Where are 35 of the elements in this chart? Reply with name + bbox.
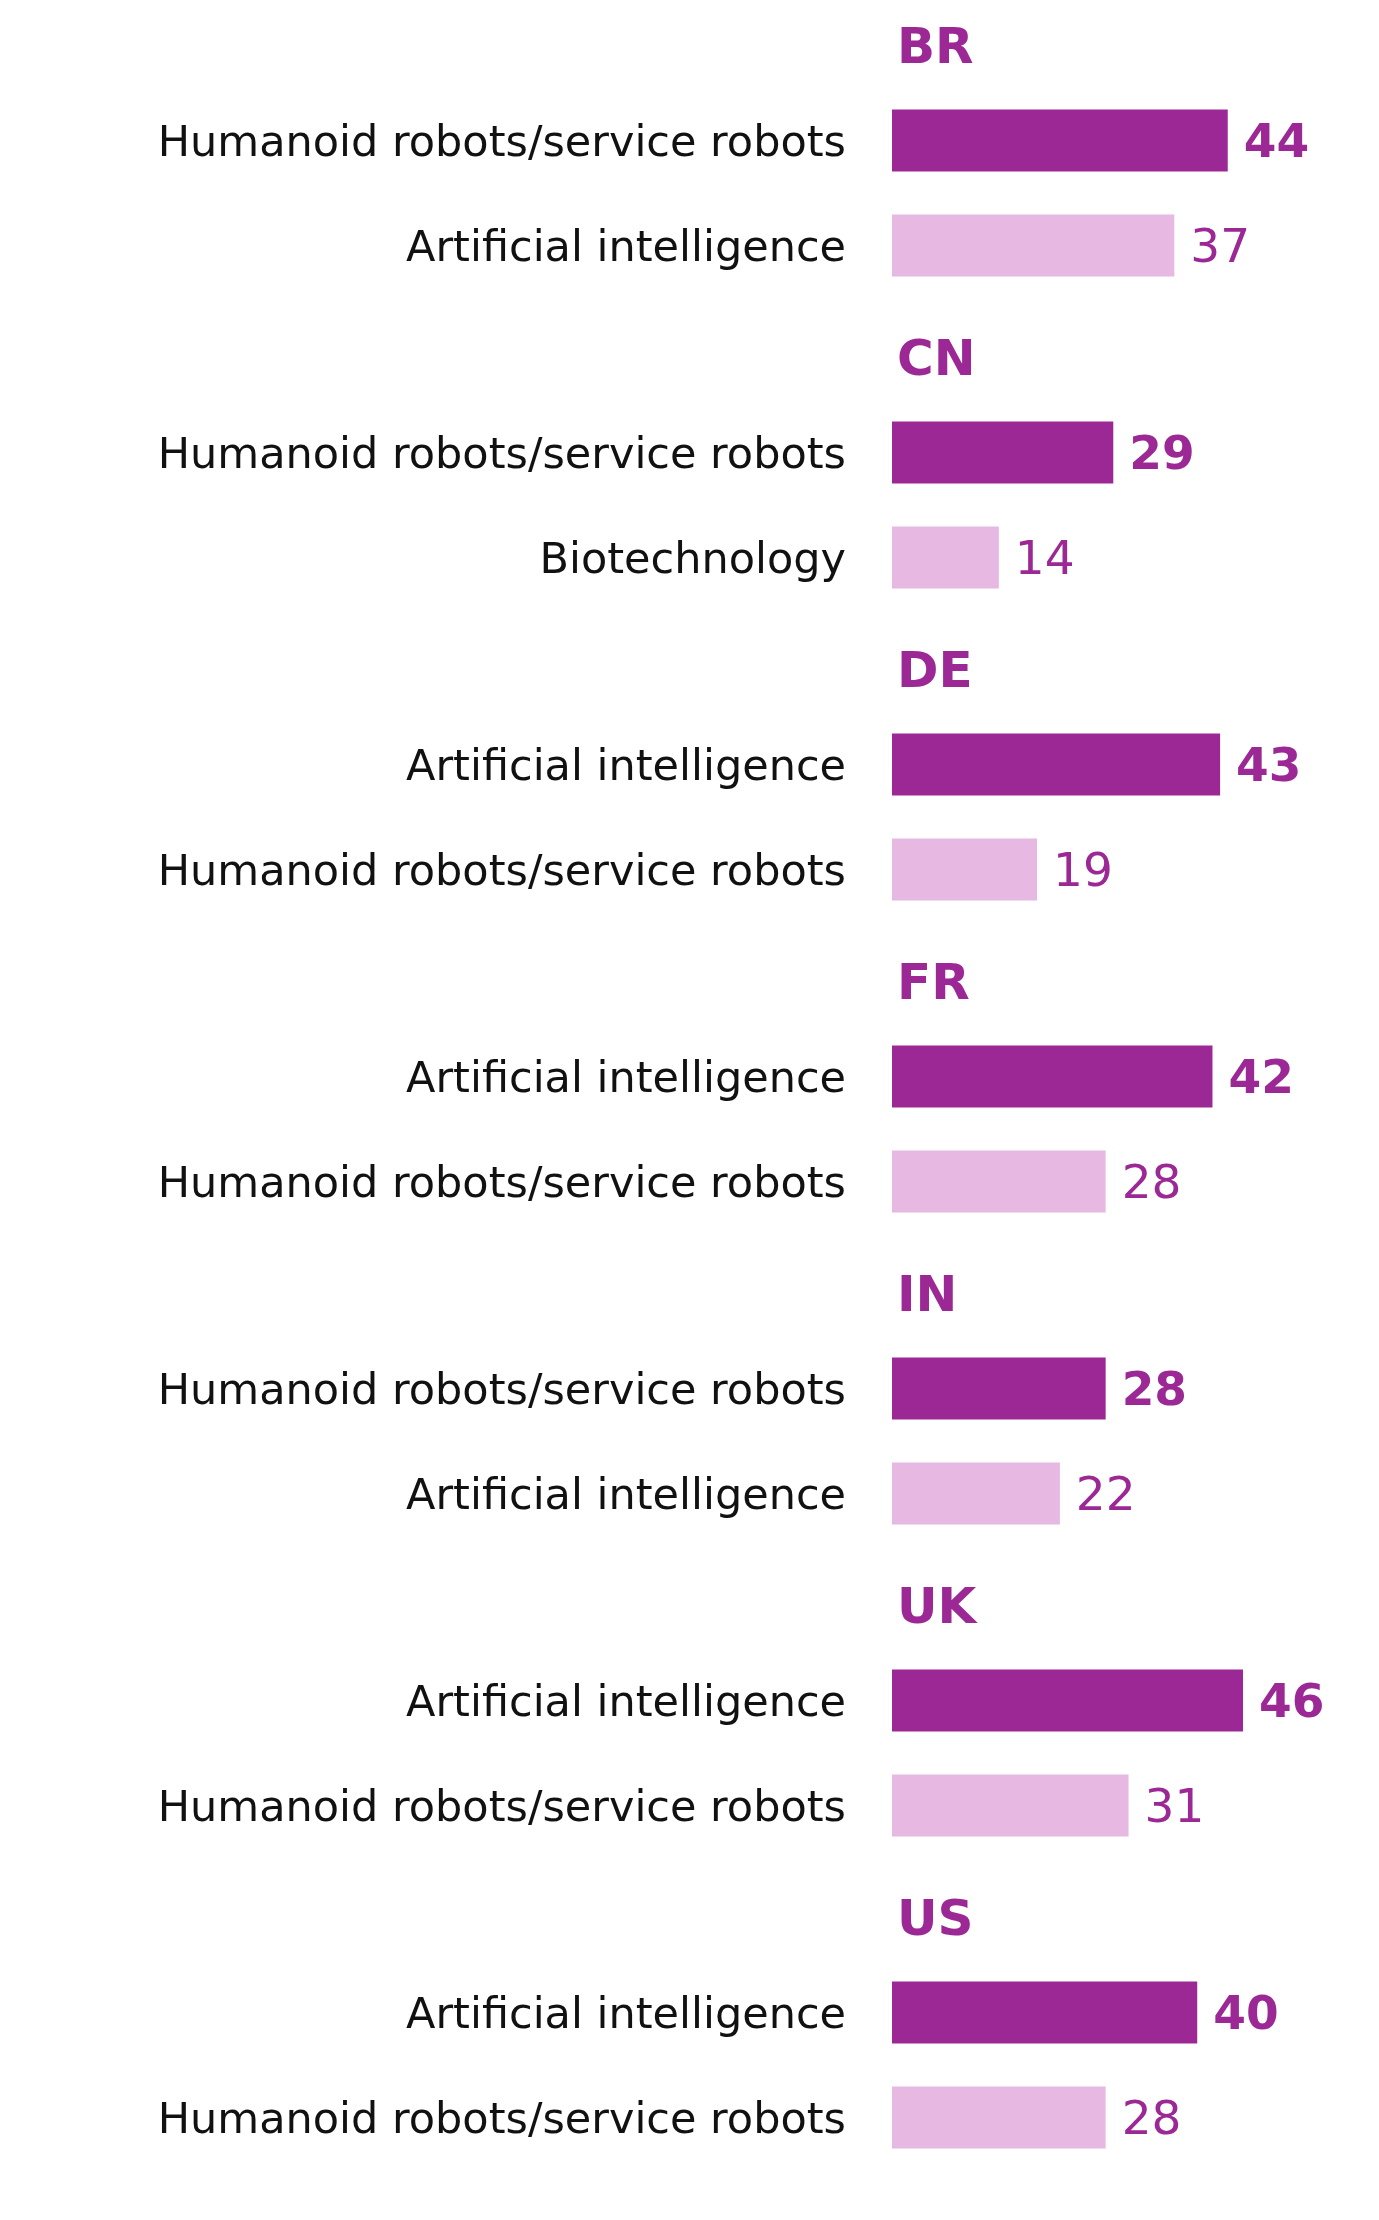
data-label: 29 [1129,425,1195,480]
y-tick-label: Artificial intelligence [406,1051,846,1102]
data-label: 40 [1213,1985,1279,2040]
y-tick-label: Artificial intelligence [406,1987,846,2038]
y-tick-label: Humanoid robots/service robots [157,844,846,895]
chart-title: BR [897,17,974,75]
data-label: 28 [1121,1361,1188,1416]
y-tick-label: Biotechnology [539,532,846,583]
data-label: 19 [1052,842,1113,897]
data-label: 28 [1121,1154,1182,1209]
y-tick-label: Humanoid robots/service robots [157,115,846,166]
data-label: 22 [1075,1466,1136,1521]
chart-title: UK [897,1577,979,1635]
y-tick-label: Artificial intelligence [406,739,846,790]
y-tick-label: Humanoid robots/service robots [157,2092,846,2143]
data-label: 14 [1014,530,1075,585]
data-label: 31 [1144,1778,1205,1833]
data-label: 28 [1121,2090,1182,2145]
data-label: 37 [1190,218,1251,273]
data-label: 44 [1243,113,1310,168]
y-tick-label: Artificial intelligence [406,220,846,271]
data-label: 42 [1228,1049,1294,1104]
y-tick-label: Humanoid robots/service robots [157,1780,846,1831]
chart-title: FR [897,953,970,1011]
data-label: 43 [1236,737,1302,792]
chart-title: CN [897,329,976,387]
y-tick-label: Humanoid robots/service robots [157,1156,846,1207]
chart-title: DE [897,641,973,699]
y-tick-label: Artificial intelligence [406,1675,846,1726]
y-tick-label: Humanoid robots/service robots [157,1363,846,1414]
y-tick-label: Artificial intelligence [406,1468,846,1519]
y-tick-label: Humanoid robots/service robots [157,427,846,478]
chart-title: US [897,1889,974,1947]
chart-title: IN [897,1265,958,1323]
data-label: 46 [1259,1673,1325,1728]
